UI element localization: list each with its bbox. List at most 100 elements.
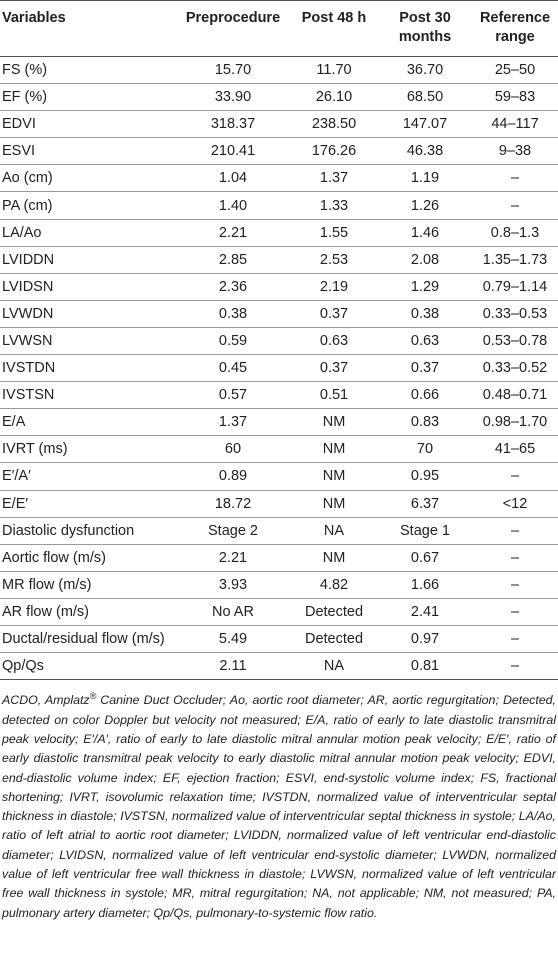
- table-row: FS (%) 15.70 11.70 36.70 25–50: [0, 56, 558, 85]
- cell-preprocedure: 18.72: [176, 490, 290, 518]
- cell-preprocedure: 210.41: [176, 137, 290, 166]
- cell-post-48h: NM: [290, 435, 378, 464]
- cell-post-48h: 0.37: [290, 300, 378, 328]
- cell-post-48h: 1.33: [290, 191, 378, 220]
- cell-post-48h: 0.51: [290, 381, 378, 410]
- cell-post-30-months: 1.19: [378, 164, 472, 193]
- cell-post-48h: NM: [290, 544, 378, 572]
- cell-post-48h: 2.19: [290, 273, 378, 301]
- cell-reference-range: 0.79–1.14: [472, 273, 558, 301]
- cell-reference-range: –: [472, 544, 558, 572]
- table-row: AR flow (m/s) No AR Detected 2.41–: [0, 598, 558, 626]
- cell-reference-range: 0.98–1.70: [472, 408, 558, 437]
- cell-variable: LVIDDN: [0, 246, 176, 274]
- cell-reference-range: 0.33–0.53: [472, 300, 558, 328]
- table-row: LVIDSN 2.36 2.19 1.29 0.79–1.14: [0, 273, 558, 301]
- cell-preprocedure: 60: [176, 435, 290, 464]
- header-variables: Variables: [0, 0, 176, 57]
- cell-reference-range: 9–38: [472, 137, 558, 166]
- cell-post-30-months: 1.26: [378, 191, 472, 220]
- cell-post-30-months: 0.67: [378, 544, 472, 572]
- header-post-30-months: Post 30 months: [378, 0, 472, 57]
- table-row: IVSTDN 0.45 0.37 0.37 0.33–0.52: [0, 354, 558, 383]
- table-row: Diastolic dysfunction Stage 2 NA Stage 1–: [0, 517, 558, 545]
- cell-post-48h: NA: [290, 517, 378, 545]
- cell-reference-range: 25–50: [472, 56, 558, 85]
- cell-variable: EF (%): [0, 83, 176, 112]
- cell-variable: LVWSN: [0, 327, 176, 356]
- cell-variable: IVSTSN: [0, 381, 176, 410]
- cell-preprocedure: 5.49: [176, 625, 290, 654]
- cell-preprocedure: 0.57: [176, 381, 290, 410]
- cell-preprocedure: 1.40: [176, 191, 290, 220]
- cell-post-30-months: 36.70: [378, 56, 472, 85]
- cell-post-30-months: 70: [378, 435, 472, 464]
- cell-post-48h: Detected: [290, 598, 378, 626]
- header-post-48h: Post 48 h: [290, 0, 378, 57]
- cell-variable: Ductal/residual flow (m/s): [0, 625, 176, 654]
- cell-preprocedure: 2.11: [176, 652, 290, 681]
- table-row: EF (%) 33.90 26.10 68.50 59–83: [0, 83, 558, 112]
- cell-reference-range: –: [472, 598, 558, 626]
- cell-reference-range: –: [472, 652, 558, 681]
- cell-post-30-months: 2.08: [378, 246, 472, 274]
- cell-post-30-months: 0.66: [378, 381, 472, 410]
- cell-preprocedure: 3.93: [176, 571, 290, 599]
- cell-variable: E/E′: [0, 490, 176, 518]
- cell-reference-range: <12: [472, 490, 558, 518]
- cell-preprocedure: 2.21: [176, 219, 290, 247]
- cell-post-48h: NM: [290, 490, 378, 518]
- table-row: LVWDN 0.38 0.37 0.38 0.33–0.53: [0, 300, 558, 328]
- cell-preprocedure: 2.36: [176, 273, 290, 301]
- table-row: E′/A′ 0.89 NM 0.95–: [0, 462, 558, 491]
- footnote-lead: ACDO, Amplatz: [2, 693, 90, 708]
- cell-variable: ESVI: [0, 137, 176, 166]
- cell-post-48h: 176.26: [290, 137, 378, 166]
- table-header-row: Variables Preprocedure Post 48 h Post 30…: [0, 0, 558, 57]
- cell-post-30-months: 1.46: [378, 219, 472, 247]
- table-row: E/E′ 18.72 NM 6.37 <12: [0, 490, 558, 518]
- cell-preprocedure: 0.59: [176, 327, 290, 356]
- cell-post-30-months: 46.38: [378, 137, 472, 166]
- cell-post-48h: 1.55: [290, 219, 378, 247]
- cell-post-48h: 2.53: [290, 246, 378, 274]
- cell-post-30-months: 1.66: [378, 571, 472, 599]
- cell-preprocedure: 1.04: [176, 164, 290, 193]
- cell-reference-range: 1.35–1.73: [472, 246, 558, 274]
- cell-preprocedure: 0.89: [176, 462, 290, 491]
- cell-post-30-months: 0.37: [378, 354, 472, 383]
- cell-variable: LVWDN: [0, 300, 176, 328]
- cell-post-30-months: 147.07: [378, 110, 472, 139]
- cell-post-48h: 238.50: [290, 110, 378, 139]
- cell-reference-range: –: [472, 517, 558, 545]
- table-row: ESVI 210.41 176.26 46.38 9–38: [0, 137, 558, 166]
- cell-post-30-months: 6.37: [378, 490, 472, 518]
- cell-post-48h: NM: [290, 462, 378, 491]
- footnote-text: Canine Duct Occluder; Ao, aortic root di…: [2, 693, 556, 920]
- table-row: E/A 1.37 NM 0.83 0.98–1.70: [0, 408, 558, 437]
- cell-post-30-months: 2.41: [378, 598, 472, 626]
- cell-post-30-months: 0.81: [378, 652, 472, 681]
- header-preprocedure: Preprocedure: [176, 0, 290, 57]
- cell-post-48h: 26.10: [290, 83, 378, 112]
- cell-post-30-months: 0.95: [378, 462, 472, 491]
- table-row: IVSTSN 0.57 0.51 0.66 0.48–0.71: [0, 381, 558, 410]
- table-row: Ao (cm) 1.04 1.37 1.19–: [0, 164, 558, 193]
- cell-reference-range: –: [472, 462, 558, 491]
- cell-preprocedure: 2.85: [176, 246, 290, 274]
- cell-variable: EDVI: [0, 110, 176, 139]
- cell-reference-range: –: [472, 191, 558, 220]
- cell-post-48h: 1.37: [290, 164, 378, 193]
- cell-preprocedure: 15.70: [176, 56, 290, 85]
- table-row: Aortic flow (m/s) 2.21 NM 0.67–: [0, 544, 558, 572]
- cell-reference-range: 59–83: [472, 83, 558, 112]
- cell-preprocedure: 0.45: [176, 354, 290, 383]
- cell-variable: E/A: [0, 408, 176, 437]
- cell-post-30-months: Stage 1: [378, 517, 472, 545]
- footnote-registered-mark: ®: [89, 691, 97, 702]
- cell-variable: Diastolic dysfunction: [0, 517, 176, 545]
- cell-variable: Aortic flow (m/s): [0, 544, 176, 572]
- cell-post-30-months: 0.83: [378, 408, 472, 437]
- cell-post-48h: 0.37: [290, 354, 378, 383]
- cell-post-48h: 11.70: [290, 56, 378, 85]
